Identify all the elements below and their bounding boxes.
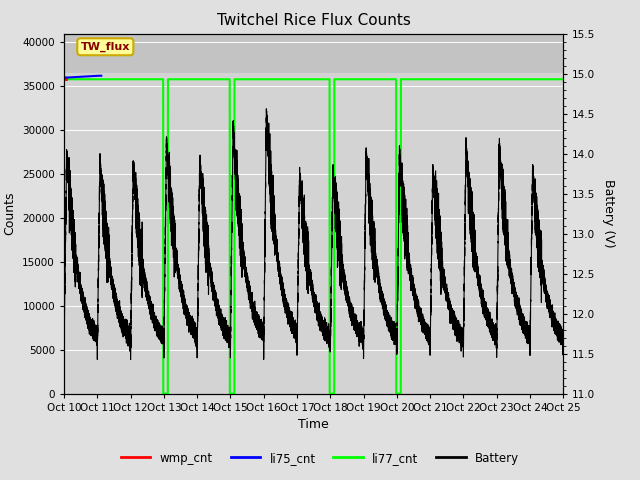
- Y-axis label: Counts: Counts: [4, 192, 17, 235]
- Text: TW_flux: TW_flux: [81, 42, 130, 52]
- Title: Twitchel Rice Flux Counts: Twitchel Rice Flux Counts: [217, 13, 410, 28]
- Bar: [64, 34, 563, 73]
- X-axis label: Time: Time: [298, 418, 329, 431]
- Legend: wmp_cnt, li75_cnt, li77_cnt, Battery: wmp_cnt, li75_cnt, li77_cnt, Battery: [116, 447, 524, 469]
- Y-axis label: Battery (V): Battery (V): [602, 180, 615, 248]
